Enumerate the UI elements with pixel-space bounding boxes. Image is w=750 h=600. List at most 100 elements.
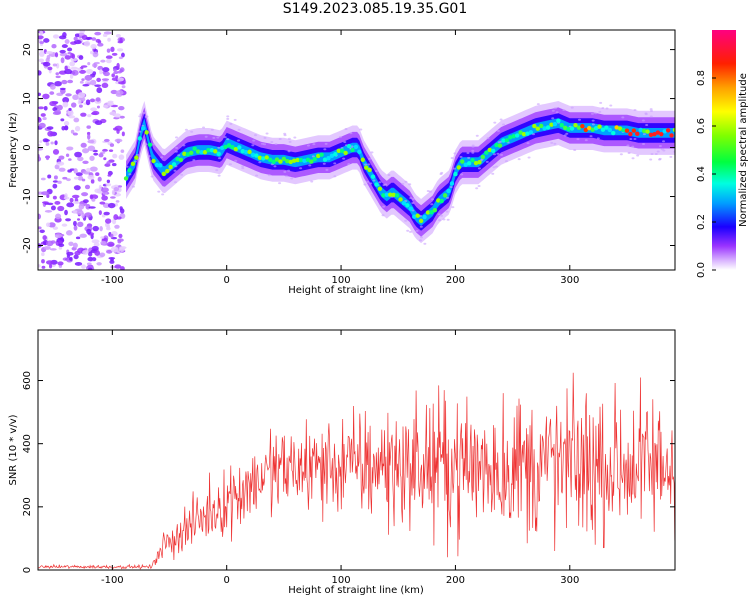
noise-blob (119, 67, 125, 73)
noise-blob (91, 239, 100, 244)
noise-blob (77, 175, 84, 181)
noise-blob (72, 94, 79, 101)
noise-blob (38, 264, 41, 268)
ridge-speckle (216, 136, 220, 139)
noise-blob (111, 77, 119, 81)
noise-blob (110, 258, 114, 262)
ridge-speckle (284, 175, 288, 178)
ridge-speckle (471, 149, 475, 152)
ridge-speckle (601, 106, 605, 109)
noise-blob (42, 61, 51, 67)
ridge-speckle (591, 119, 595, 122)
noise-blob (73, 220, 77, 227)
ridge-point (635, 131, 640, 137)
noise-blob (43, 38, 50, 43)
noise-blob (96, 262, 102, 266)
ridge-point (631, 128, 637, 133)
ridge-speckle (202, 126, 206, 129)
ridge-point (326, 155, 331, 161)
x-tick-label: 200 (446, 575, 465, 586)
ridge-speckle (175, 146, 179, 149)
noise-blob (64, 193, 68, 199)
noise-blob (70, 57, 78, 62)
noise-blob (38, 35, 44, 40)
noise-blob (64, 55, 72, 60)
ridge-speckle (273, 165, 277, 168)
noise-blob (106, 223, 111, 229)
noise-blob (87, 134, 91, 140)
ridge-speckle (497, 141, 501, 144)
noise-blob (106, 48, 111, 53)
ridge-speckle (452, 167, 456, 170)
ridge-point (247, 149, 252, 155)
noise-blob (81, 264, 86, 269)
ridge-speckle (584, 139, 588, 142)
ridge-point (370, 174, 376, 179)
ridge-speckle (226, 117, 230, 120)
noise-blob (96, 105, 100, 109)
ridge-speckle (182, 144, 186, 147)
ridge-speckle (420, 236, 424, 239)
ridge-speckle (662, 140, 666, 143)
ridge-point (466, 161, 472, 166)
ridge-point (367, 167, 372, 173)
ridge-point (343, 150, 348, 156)
ridge-point (429, 210, 434, 215)
ridge-point (329, 153, 335, 158)
noise-blob (97, 65, 104, 71)
noise-blob (101, 82, 109, 88)
noise-blob (65, 218, 71, 222)
ridge-speckle (449, 186, 453, 189)
x-tick-label: 300 (560, 275, 579, 286)
ridge-speckle (411, 202, 415, 205)
noise-blob (72, 242, 78, 249)
ridge-point (501, 138, 506, 143)
ridge-speckle (251, 144, 255, 147)
noise-blob (89, 155, 95, 161)
noise-blob (107, 102, 115, 106)
noise-blob (114, 138, 123, 143)
ridge-point (312, 156, 317, 162)
ridge-speckle (445, 210, 449, 213)
noise-blob (42, 201, 49, 204)
noise-blob (84, 212, 92, 218)
noise-blob (50, 141, 54, 145)
ridge-point (134, 155, 139, 160)
noise-blob (89, 194, 94, 200)
ridge-speckle (359, 128, 363, 131)
ridge-speckle (431, 198, 435, 201)
colorbar (712, 30, 736, 270)
noise-blob (64, 125, 69, 131)
noise-blob (42, 116, 47, 121)
noise-blob (63, 121, 70, 126)
noise-blob (69, 73, 74, 79)
ridge-band (126, 107, 675, 237)
ridge-point (645, 129, 650, 134)
noise-blob (54, 233, 63, 239)
ridge-speckle (404, 180, 408, 183)
ridge-speckle (324, 142, 328, 145)
noise-blob (73, 168, 78, 174)
noise-blob (66, 178, 71, 182)
ridge-speckle (338, 135, 342, 138)
ridge-point (278, 159, 283, 164)
ridge-point (604, 125, 609, 130)
noise-blob (106, 179, 111, 184)
ridge-speckle (499, 118, 503, 121)
noise-blob (73, 185, 81, 191)
ridge-speckle (223, 136, 227, 139)
noise-blob (111, 73, 116, 78)
ridge-speckle (609, 104, 613, 107)
ridge-point (652, 132, 657, 137)
noise-blob (89, 166, 98, 172)
noise-blob (82, 199, 89, 204)
ridge-speckle (174, 150, 178, 153)
noise-blob (117, 77, 125, 82)
noise-blob (39, 229, 45, 234)
x-axis-label: Height of straight line (km) (288, 585, 424, 596)
ridge-speckle (438, 219, 442, 222)
noise-blob (90, 51, 94, 55)
noise-blob (78, 104, 83, 108)
ridge-speckle (485, 160, 489, 163)
ridge-point (274, 157, 280, 162)
